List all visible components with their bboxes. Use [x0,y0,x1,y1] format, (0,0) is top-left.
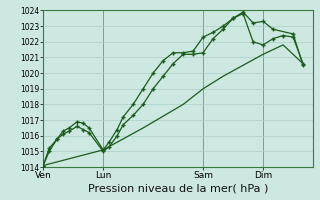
X-axis label: Pression niveau de la mer( hPa ): Pression niveau de la mer( hPa ) [88,183,268,193]
